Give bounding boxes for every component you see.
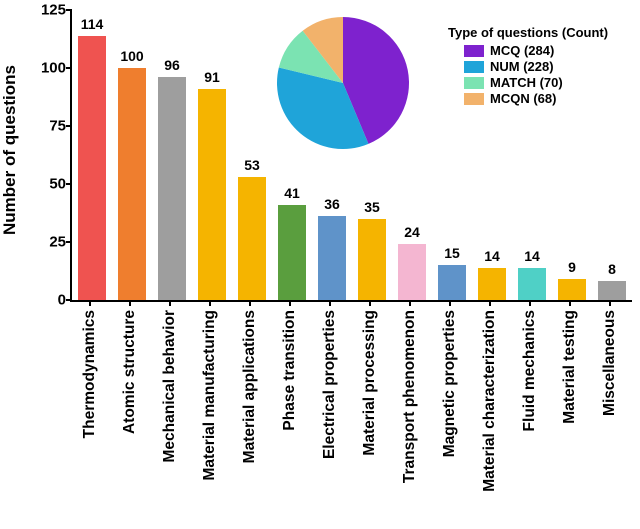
legend-title: Type of questions (Count) xyxy=(448,25,608,40)
pie-legend: Type of questions (Count) MCQ (284)NUM (… xyxy=(448,25,608,107)
legend-item: MCQ (284) xyxy=(448,43,608,58)
category-label: Material testing xyxy=(561,310,579,424)
x-tick-mark xyxy=(129,300,131,306)
category-label: Magnetic properties xyxy=(441,310,459,457)
category-label: Miscellaneous xyxy=(601,310,619,416)
x-tick-mark xyxy=(569,300,571,306)
legend-item: MATCH (70) xyxy=(448,75,608,90)
category-label: Fluid mechanics xyxy=(521,310,539,431)
legend-label: NUM (228) xyxy=(490,59,554,74)
category-label: Material characterization xyxy=(481,310,499,492)
x-tick-mark xyxy=(409,300,411,306)
x-tick-mark xyxy=(209,300,211,306)
x-tick-mark xyxy=(529,300,531,306)
legend-item: NUM (228) xyxy=(448,59,608,74)
legend-swatch xyxy=(464,77,484,89)
legend-item: MCQN (68) xyxy=(448,91,608,106)
x-tick-mark xyxy=(369,300,371,306)
x-tick-mark xyxy=(449,300,451,306)
legend-label: MCQ (284) xyxy=(490,43,554,58)
category-label: Phase transition xyxy=(281,310,299,431)
category-label: Material applications xyxy=(241,310,259,463)
category-label: Mechanical behavior xyxy=(161,310,179,462)
x-tick-mark xyxy=(489,300,491,306)
legend-swatch xyxy=(464,45,484,57)
chart-container: Number of questions 02550751001251141009… xyxy=(0,0,640,529)
category-label: Material processing xyxy=(361,310,379,456)
category-label: Transport phenomenon xyxy=(401,310,419,483)
category-label: Electrical properties xyxy=(321,310,339,459)
category-label: Atomic structure xyxy=(121,310,139,434)
category-label: Thermodynamics xyxy=(81,310,99,438)
x-tick-mark xyxy=(249,300,251,306)
legend-label: MCQN (68) xyxy=(490,91,556,106)
category-label: Material manufacturing xyxy=(201,310,219,481)
x-tick-mark xyxy=(89,300,91,306)
legend-swatch xyxy=(464,61,484,73)
legend-swatch xyxy=(464,93,484,105)
x-tick-mark xyxy=(329,300,331,306)
x-tick-mark xyxy=(289,300,291,306)
x-tick-mark xyxy=(609,300,611,306)
x-tick-mark xyxy=(169,300,171,306)
legend-label: MATCH (70) xyxy=(490,75,563,90)
